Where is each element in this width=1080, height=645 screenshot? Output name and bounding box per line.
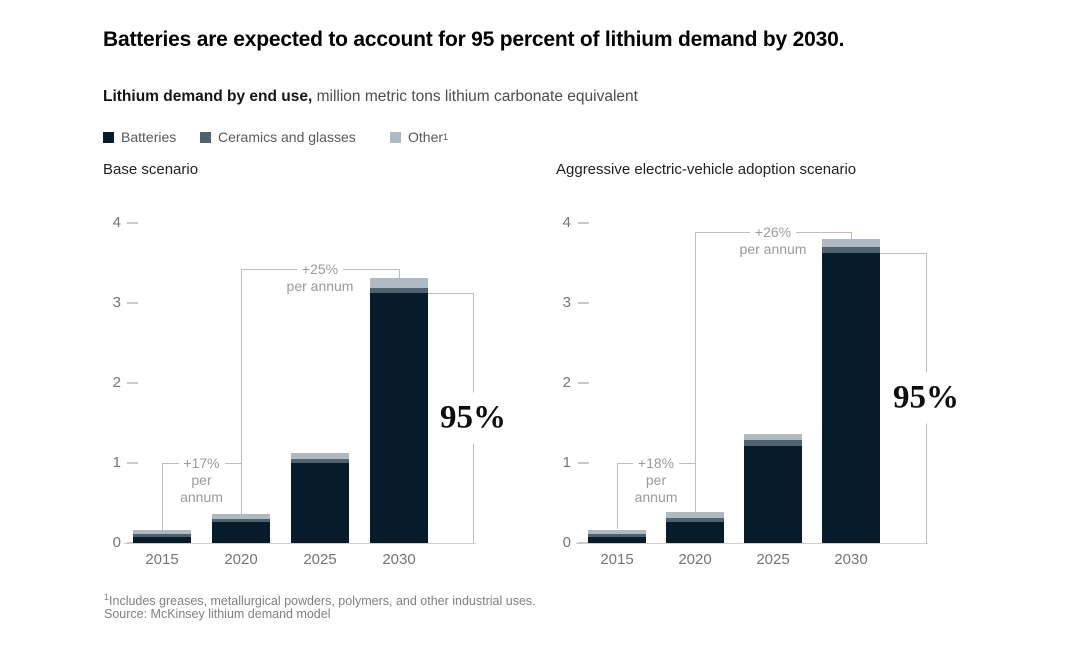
bar-segment-ceramics-and-glasses-2025: [744, 440, 802, 446]
growth-bracket-line: [617, 463, 618, 529]
subtitle-units: million metric tons lithium carbonate eq…: [312, 88, 638, 105]
growth-annotation-text: per: [186, 472, 217, 488]
bar-segment-batteries-2025: [744, 446, 802, 543]
bar-segment-other-2025: [744, 434, 802, 440]
bar-segment-batteries-2015: [133, 537, 191, 543]
legend-swatch-ceramics: [200, 131, 211, 143]
page-title: Batteries are expected to account for 95…: [103, 28, 845, 51]
y-tick-mark: [578, 222, 589, 224]
y-tick-mark: [578, 462, 589, 464]
growth-annotation-text: +18%: [632, 455, 680, 471]
chart-title-base-scenario: Base scenario: [103, 161, 199, 178]
x-axis-label-2020: 2020: [678, 551, 712, 568]
bar-segment-other-2015: [588, 530, 646, 534]
bar-segment-other-2020: [212, 514, 270, 519]
x-axis-line: [124, 543, 476, 544]
legend-item-batteries: Batteries: [103, 129, 176, 145]
bar-segment-ceramics-and-glasses-2025: [291, 459, 349, 463]
y-tick-label: 1: [112, 454, 121, 471]
y-tick-label: 0: [112, 534, 121, 551]
legend-label: Batteries: [121, 129, 177, 145]
footnote: 1Includes greases, metallurgical powders…: [104, 592, 536, 608]
x-axis-label-2025: 2025: [756, 551, 790, 568]
growth-bracket-line: [241, 269, 242, 514]
share-callout-label: 95%: [437, 392, 509, 444]
y-tick-label: 3: [562, 294, 571, 311]
x-axis-label-2030: 2030: [834, 551, 868, 568]
footnote-marker: 1: [104, 592, 110, 602]
bar-segment-other-2020: [666, 512, 724, 518]
source-line: Source: McKinsey lithium demand model: [104, 607, 331, 621]
growth-bracket-line: [695, 232, 696, 513]
bar-segment-batteries-2015: [588, 537, 646, 543]
bar-segment-ceramics-and-glasses-2030: [370, 288, 428, 293]
bar-segment-ceramics-and-glasses-2020: [666, 518, 724, 522]
y-tick-label: 0: [562, 534, 571, 551]
x-axis-label-2015: 2015: [600, 551, 634, 568]
y-tick-mark: [127, 302, 138, 304]
bar-segment-ceramics-and-glasses-2015: [588, 534, 646, 537]
y-tick-label: 2: [562, 374, 571, 391]
chart-title-aggressive-scenario: Aggressive electric-vehicle adoption sce…: [556, 161, 857, 178]
y-tick-mark: [127, 462, 138, 464]
legend-label: Ceramics and glasses: [218, 129, 356, 145]
share-callout-label: 95%: [890, 372, 962, 424]
share-callout-line: [428, 293, 473, 294]
bar-segment-batteries-2030: [370, 293, 428, 543]
legend-swatch-other: [390, 131, 401, 143]
y-tick-mark: [578, 382, 589, 384]
y-tick-mark: [578, 302, 589, 304]
legend-swatch-batteries: [103, 131, 114, 143]
bar-segment-other-2025: [291, 453, 349, 459]
legend-label: Other: [408, 129, 444, 145]
y-tick-mark: [127, 382, 138, 384]
y-tick-label: 1: [562, 454, 571, 471]
bar-segment-other-2015: [133, 530, 191, 534]
bar-segment-ceramics-and-glasses-2015: [133, 534, 191, 537]
growth-bracket-line: [399, 269, 400, 278]
bar-segment-batteries-2020: [212, 522, 270, 543]
growth-bracket-line: [851, 232, 852, 239]
y-tick-mark: [127, 222, 138, 224]
bar-segment-batteries-2025: [291, 463, 349, 543]
share-callout-line: [880, 253, 926, 254]
footnote-text: Includes greases, metallurgical powders,…: [109, 594, 536, 609]
growth-annotation-text: annum: [629, 489, 683, 505]
chart-subtitle: Lithium demand by end use, million metri…: [103, 88, 638, 106]
legend-item-ceramics: Ceramics and glasses: [200, 129, 356, 145]
bar-segment-batteries-2020: [666, 522, 724, 543]
bar-segment-other-2030: [822, 239, 880, 247]
legend-item-other: Other 1: [390, 129, 448, 145]
growth-annotation-text: +26%: [749, 224, 797, 240]
bar-segment-other-2030: [370, 278, 428, 288]
x-axis-label-2030: 2030: [382, 551, 416, 568]
subtitle-bold: Lithium demand by end use,: [103, 88, 313, 105]
y-tick-label: 3: [112, 294, 121, 311]
bar-segment-ceramics-and-glasses-2020: [212, 519, 270, 522]
x-axis-label-2020: 2020: [224, 551, 258, 568]
y-tick-label: 4: [562, 214, 571, 231]
bar-segment-batteries-2030: [822, 253, 880, 543]
x-axis-label-2015: 2015: [145, 551, 179, 568]
growth-annotation-text: per annum: [281, 278, 359, 294]
growth-annotation-text: per: [640, 472, 672, 488]
growth-annotation-text: per annum: [734, 241, 812, 257]
y-tick-label: 2: [112, 374, 121, 391]
bar-segment-ceramics-and-glasses-2030: [822, 247, 880, 253]
growth-annotation-text: +25%: [296, 261, 344, 277]
legend-footnote-marker: 1: [443, 132, 449, 142]
growth-bracket-line: [162, 463, 163, 530]
y-tick-label: 4: [112, 214, 121, 231]
x-axis-line: [576, 543, 928, 544]
growth-annotation-text: annum: [175, 489, 228, 505]
growth-annotation-text: +17%: [178, 455, 225, 471]
x-axis-label-2025: 2025: [303, 551, 337, 568]
